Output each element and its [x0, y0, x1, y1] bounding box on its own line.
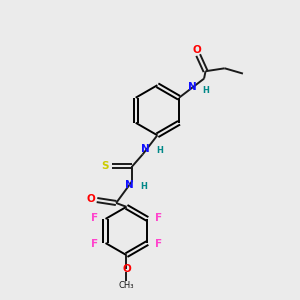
Text: F: F [155, 213, 162, 223]
Text: O: O [87, 194, 95, 204]
Text: F: F [91, 213, 98, 223]
Text: O: O [122, 264, 131, 274]
Text: O: O [192, 45, 201, 55]
Text: S: S [101, 161, 109, 171]
Text: N: N [188, 82, 197, 92]
Text: H: H [202, 86, 209, 95]
Text: H: H [156, 146, 163, 155]
Text: N: N [141, 143, 150, 154]
Text: H: H [140, 182, 147, 191]
Text: F: F [155, 239, 162, 249]
Text: F: F [91, 239, 98, 249]
Text: N: N [125, 180, 134, 190]
Text: CH₃: CH₃ [119, 281, 134, 290]
